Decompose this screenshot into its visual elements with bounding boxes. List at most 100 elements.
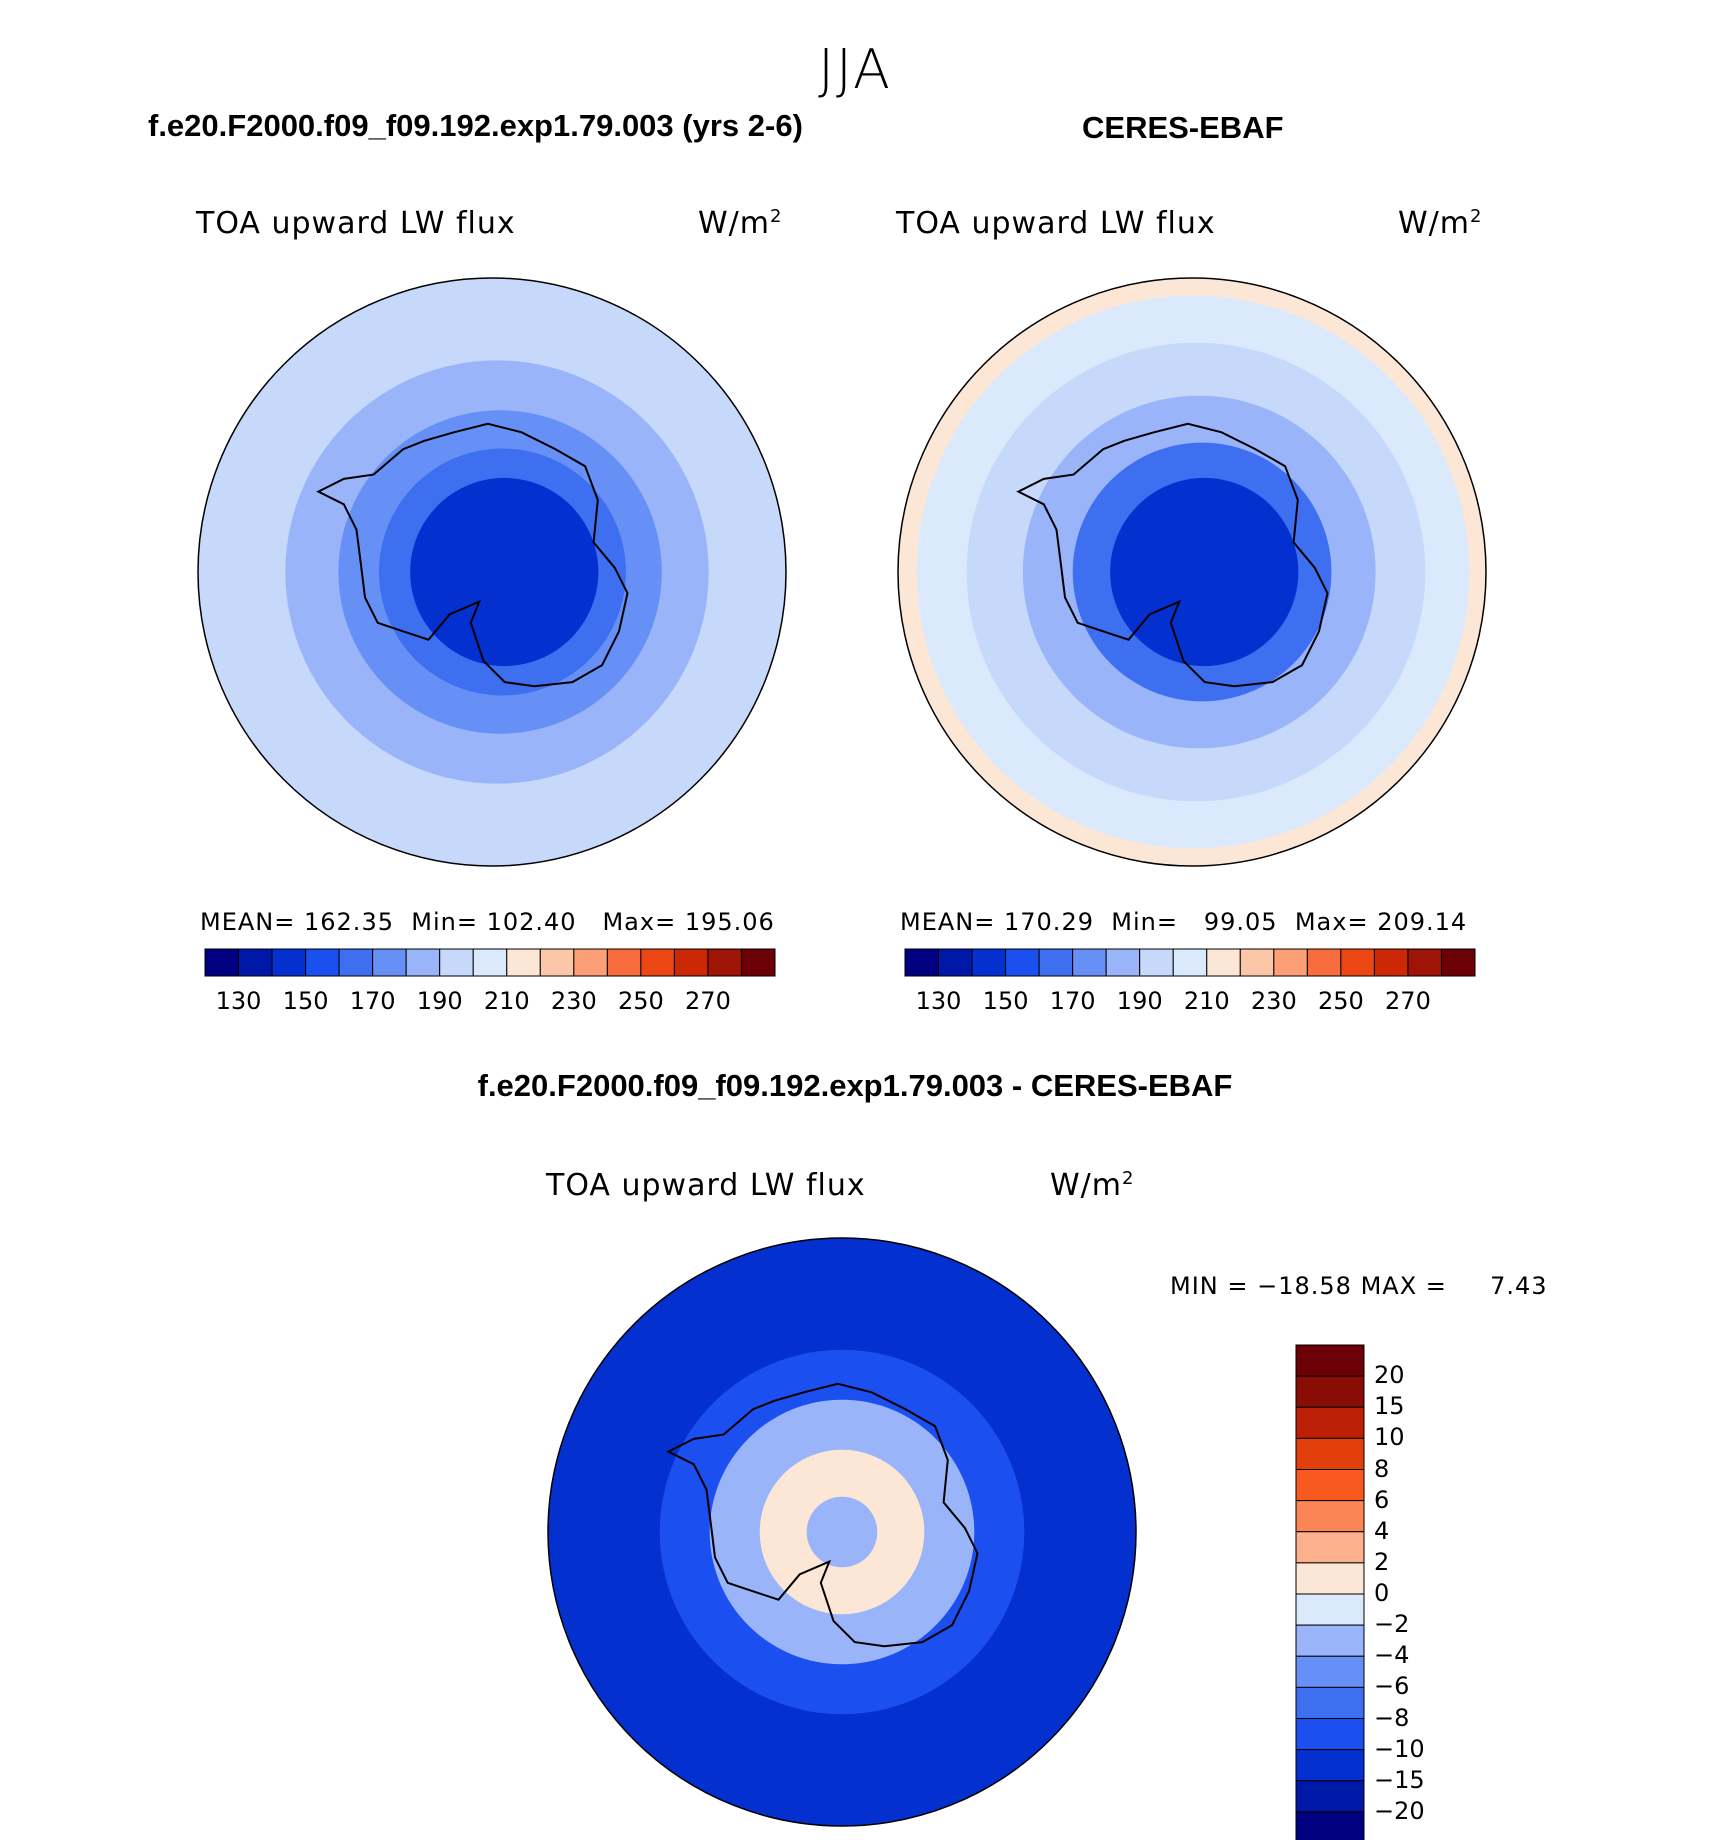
colorbar-tick-label: 20: [1374, 1361, 1405, 1390]
model-max-value: 195.06: [684, 908, 775, 936]
map-boundary: [197, 277, 787, 867]
colorbar-swatch: [439, 948, 474, 977]
colorbar-tick-label: 270: [1385, 987, 1431, 1015]
model-variable-label: TOA upward LW flux: [196, 206, 516, 241]
colorbar-swatch: [1295, 1375, 1365, 1408]
model-mean-label: MEAN=: [200, 908, 296, 936]
colorbar-tick-label: 190: [416, 987, 463, 1015]
season-title: JJA: [818, 38, 892, 101]
model-colorbar: [204, 948, 776, 977]
colorbar-swatch: [1295, 1344, 1365, 1377]
colorbar-tick-label: 130: [915, 987, 962, 1015]
colorbar-tick-label: −10: [1374, 1734, 1425, 1763]
colorbar-swatch: [405, 948, 441, 977]
colorbar-swatch: [1105, 948, 1141, 977]
colorbar-swatch: [1295, 1437, 1365, 1470]
obs-panel-title: CERES-EBAF: [1082, 110, 1284, 145]
colorbar-tick-label: 150: [282, 987, 329, 1015]
colorbar-swatch: [1295, 1780, 1365, 1813]
obs-max-value: 209.14: [1377, 908, 1468, 936]
colorbar-swatch: [204, 948, 240, 977]
obs-colorbar: [904, 948, 1476, 977]
model-stats: MEAN= 162.35 Min= 102.40 Max= 195.06: [200, 908, 775, 936]
diff-max-value: 7.43: [1490, 1272, 1548, 1300]
diff-stats: MIN = −18.58 MAX = 7.43: [1170, 1272, 1548, 1300]
colorbar-swatch: [573, 948, 608, 977]
colorbar-swatch: [971, 948, 1007, 977]
diff-variable-label: TOA upward LW flux: [546, 1168, 866, 1203]
contour-band: [1110, 477, 1299, 667]
colorbar-tick-label: −15: [1374, 1765, 1425, 1794]
colorbar-swatch: [506, 948, 541, 977]
colorbar-swatch: [1440, 948, 1476, 977]
colorbar-swatch: [238, 948, 273, 977]
colorbar-tick-label: −20: [1374, 1796, 1425, 1825]
colorbar-tick-label: 8: [1374, 1454, 1390, 1483]
colorbar-swatch: [1407, 948, 1442, 977]
continent-outline: [666, 1382, 979, 1648]
model-max-label: Max=: [602, 908, 677, 936]
colorbar-tick-label: 230: [550, 987, 597, 1015]
colorbar-swatch: [673, 948, 709, 977]
obs-max-label: Max=: [1294, 908, 1369, 936]
colorbar-swatch: [904, 948, 940, 977]
map-boundary: [897, 277, 1487, 867]
colorbar-tick-label: −2: [1374, 1610, 1410, 1639]
colorbar-swatch: [707, 948, 742, 977]
colorbar-swatch: [1172, 948, 1208, 977]
obs-units-label: W/m2: [1398, 206, 1483, 241]
colorbar-swatch: [1295, 1686, 1365, 1719]
colorbar-swatch: [1295, 1811, 1365, 1840]
colorbar-tick-label: 150: [982, 987, 1029, 1015]
colorbar-swatch: [338, 948, 374, 977]
colorbar-tick-label: 210: [1183, 987, 1230, 1015]
obs-min-label: Min=: [1111, 908, 1178, 936]
colorbar-swatch: [1206, 948, 1241, 977]
colorbar-swatch: [1038, 948, 1074, 977]
colorbar-swatch: [472, 948, 508, 977]
diff-min-value: −18.58: [1257, 1272, 1352, 1300]
colorbar-swatch: [305, 948, 340, 977]
colorbar-swatch: [1273, 948, 1308, 977]
model-mean-value: 162.35: [304, 908, 394, 936]
colorbar-swatch: [1139, 948, 1174, 977]
contour-band: [806, 1496, 878, 1568]
colorbar-swatch: [1005, 948, 1040, 977]
colorbar-tick-label: −8: [1374, 1703, 1410, 1732]
colorbar-tick-label: 6: [1374, 1485, 1390, 1514]
diff-min-label: MIN =: [1170, 1272, 1249, 1300]
diff-units-label: W/m2: [1050, 1168, 1135, 1203]
colorbar-tick-label: 190: [1116, 987, 1163, 1015]
colorbar-swatch: [740, 948, 776, 977]
colorbar-swatch: [1295, 1562, 1365, 1595]
colorbar-swatch: [539, 948, 575, 977]
colorbar-swatch: [1373, 948, 1409, 977]
model-min-label: Min=: [411, 908, 478, 936]
colorbar-swatch: [1295, 1531, 1365, 1564]
colorbar-swatch: [1072, 948, 1107, 977]
colorbar-swatch: [1295, 1500, 1365, 1533]
colorbar-tick-label: 270: [685, 987, 731, 1015]
map-boundary: [547, 1237, 1137, 1827]
colorbar-swatch: [1295, 1749, 1365, 1782]
obs-min-value: 99.05: [1203, 908, 1278, 936]
diff-colorbar: [1295, 1344, 1365, 1840]
colorbar-swatch: [1295, 1406, 1365, 1439]
model-units-label: W/m2: [698, 206, 783, 241]
colorbar-tick-label: 4: [1374, 1516, 1390, 1545]
colorbar-swatch: [938, 948, 973, 977]
diff-map: [548, 1238, 1136, 1826]
colorbar-swatch: [1239, 948, 1275, 977]
diff-panel-title: f.e20.F2000.f09_f09.192.exp1.79.003 - CE…: [477, 1068, 1233, 1103]
colorbar-swatch: [1340, 948, 1375, 977]
colorbar-swatch: [1295, 1593, 1365, 1626]
model-min-value: 102.40: [486, 908, 577, 936]
colorbar-swatch: [271, 948, 307, 977]
colorbar-swatch: [372, 948, 407, 977]
obs-mean-value: 170.29: [1004, 908, 1094, 936]
colorbar-swatch: [1306, 948, 1342, 977]
colorbar-tick-label: −6: [1374, 1672, 1410, 1701]
obs-stats: MEAN= 170.29 Min= 99.05 Max= 209.14: [900, 908, 1467, 936]
contour-band: [410, 477, 599, 667]
